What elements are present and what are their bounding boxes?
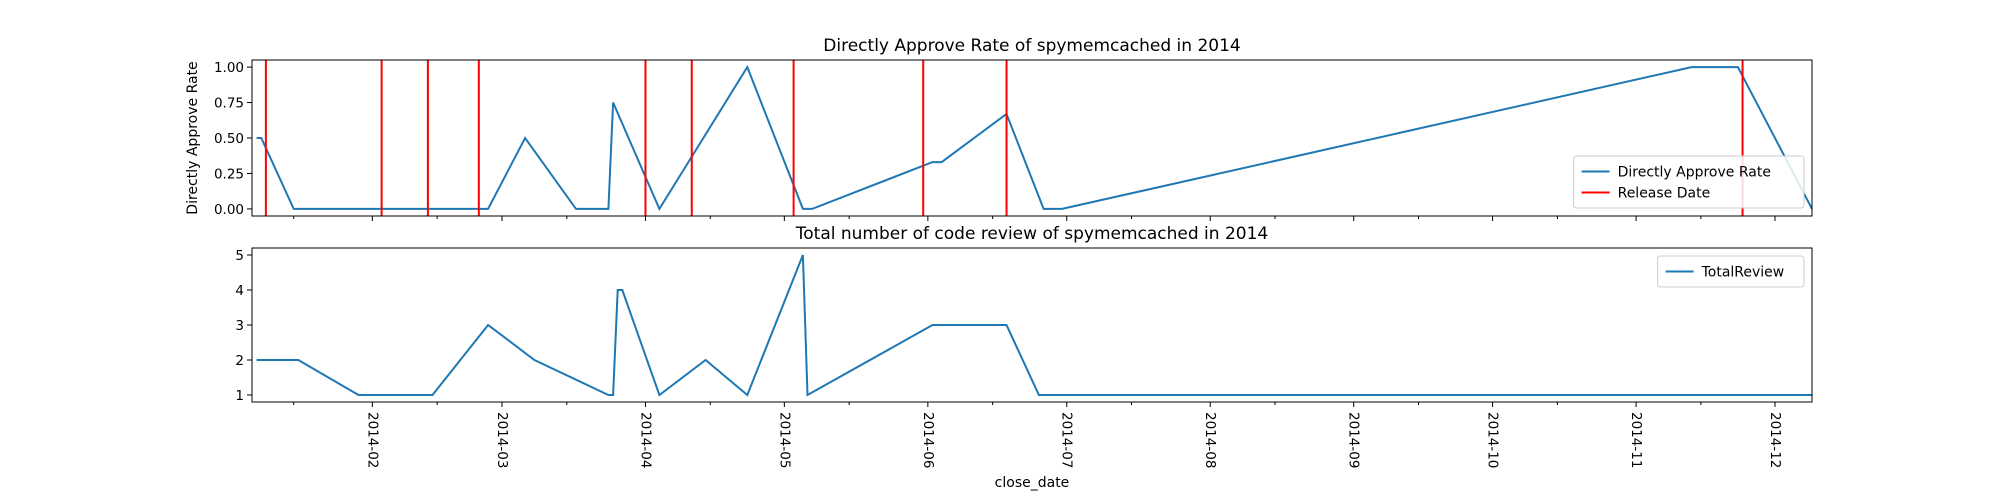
x-tick-label: 2014-05 — [776, 412, 792, 468]
chart-title: Directly Approve Rate of spymemcached in… — [823, 36, 1240, 56]
x-tick-label: 2014-08 — [1202, 412, 1218, 468]
y-tick-label: 4 — [235, 283, 244, 299]
legend: Directly Approve Rate Release Date — [1573, 155, 1805, 209]
y-tick-label: 5 — [235, 248, 244, 264]
x-tick-label: 2014-09 — [1346, 412, 1362, 468]
x-tick-label: 2014-02 — [364, 412, 380, 468]
series-line-directly-approve-rate — [256, 64, 1812, 212]
chart-panel-1: Directly Approve Rate of spymemcached in… — [185, 36, 1813, 221]
legend: TotalReview — [1657, 255, 1805, 288]
legend-box — [1657, 255, 1805, 288]
y-tick-label: 1.00 — [214, 60, 244, 76]
x-tick-label: 2014-10 — [1485, 412, 1501, 468]
chart-title: Total number of code review of spymemcac… — [795, 224, 1268, 244]
axes-frame — [251, 59, 1813, 217]
legend-label: Release Date — [1618, 186, 1711, 202]
y-tick-label: 3 — [235, 318, 244, 334]
axes-frame — [251, 247, 1813, 403]
y-tick-label: 0.75 — [214, 96, 244, 112]
y-tick-label: 1 — [235, 388, 244, 404]
series-line-totalreview — [256, 254, 1812, 397]
legend-label: TotalReview — [1701, 265, 1785, 281]
legend-box — [1573, 155, 1805, 209]
legend-label: Directly Approve Rate — [1618, 165, 1771, 181]
x-tick-label: 2014-12 — [1767, 412, 1783, 468]
x-axis-label: close_date — [995, 475, 1070, 491]
x-tick-label: 2014-07 — [1059, 412, 1075, 468]
chart-panel-2: Total number of code review of spymemcac… — [235, 224, 1813, 491]
y-tick-label: 2 — [235, 353, 244, 369]
y-tick-label: 0.50 — [214, 131, 244, 147]
y-tick-label: 0.00 — [214, 202, 244, 218]
x-tick-label: 2014-06 — [920, 412, 936, 468]
y-tick-label: 0.25 — [214, 166, 244, 182]
x-tick-label: 2014-03 — [494, 412, 510, 468]
x-tick-label: 2014-11 — [1628, 412, 1644, 468]
x-tick-label: 2014-04 — [637, 412, 653, 468]
y-axis-label: Directly Approve Rate — [185, 61, 201, 214]
